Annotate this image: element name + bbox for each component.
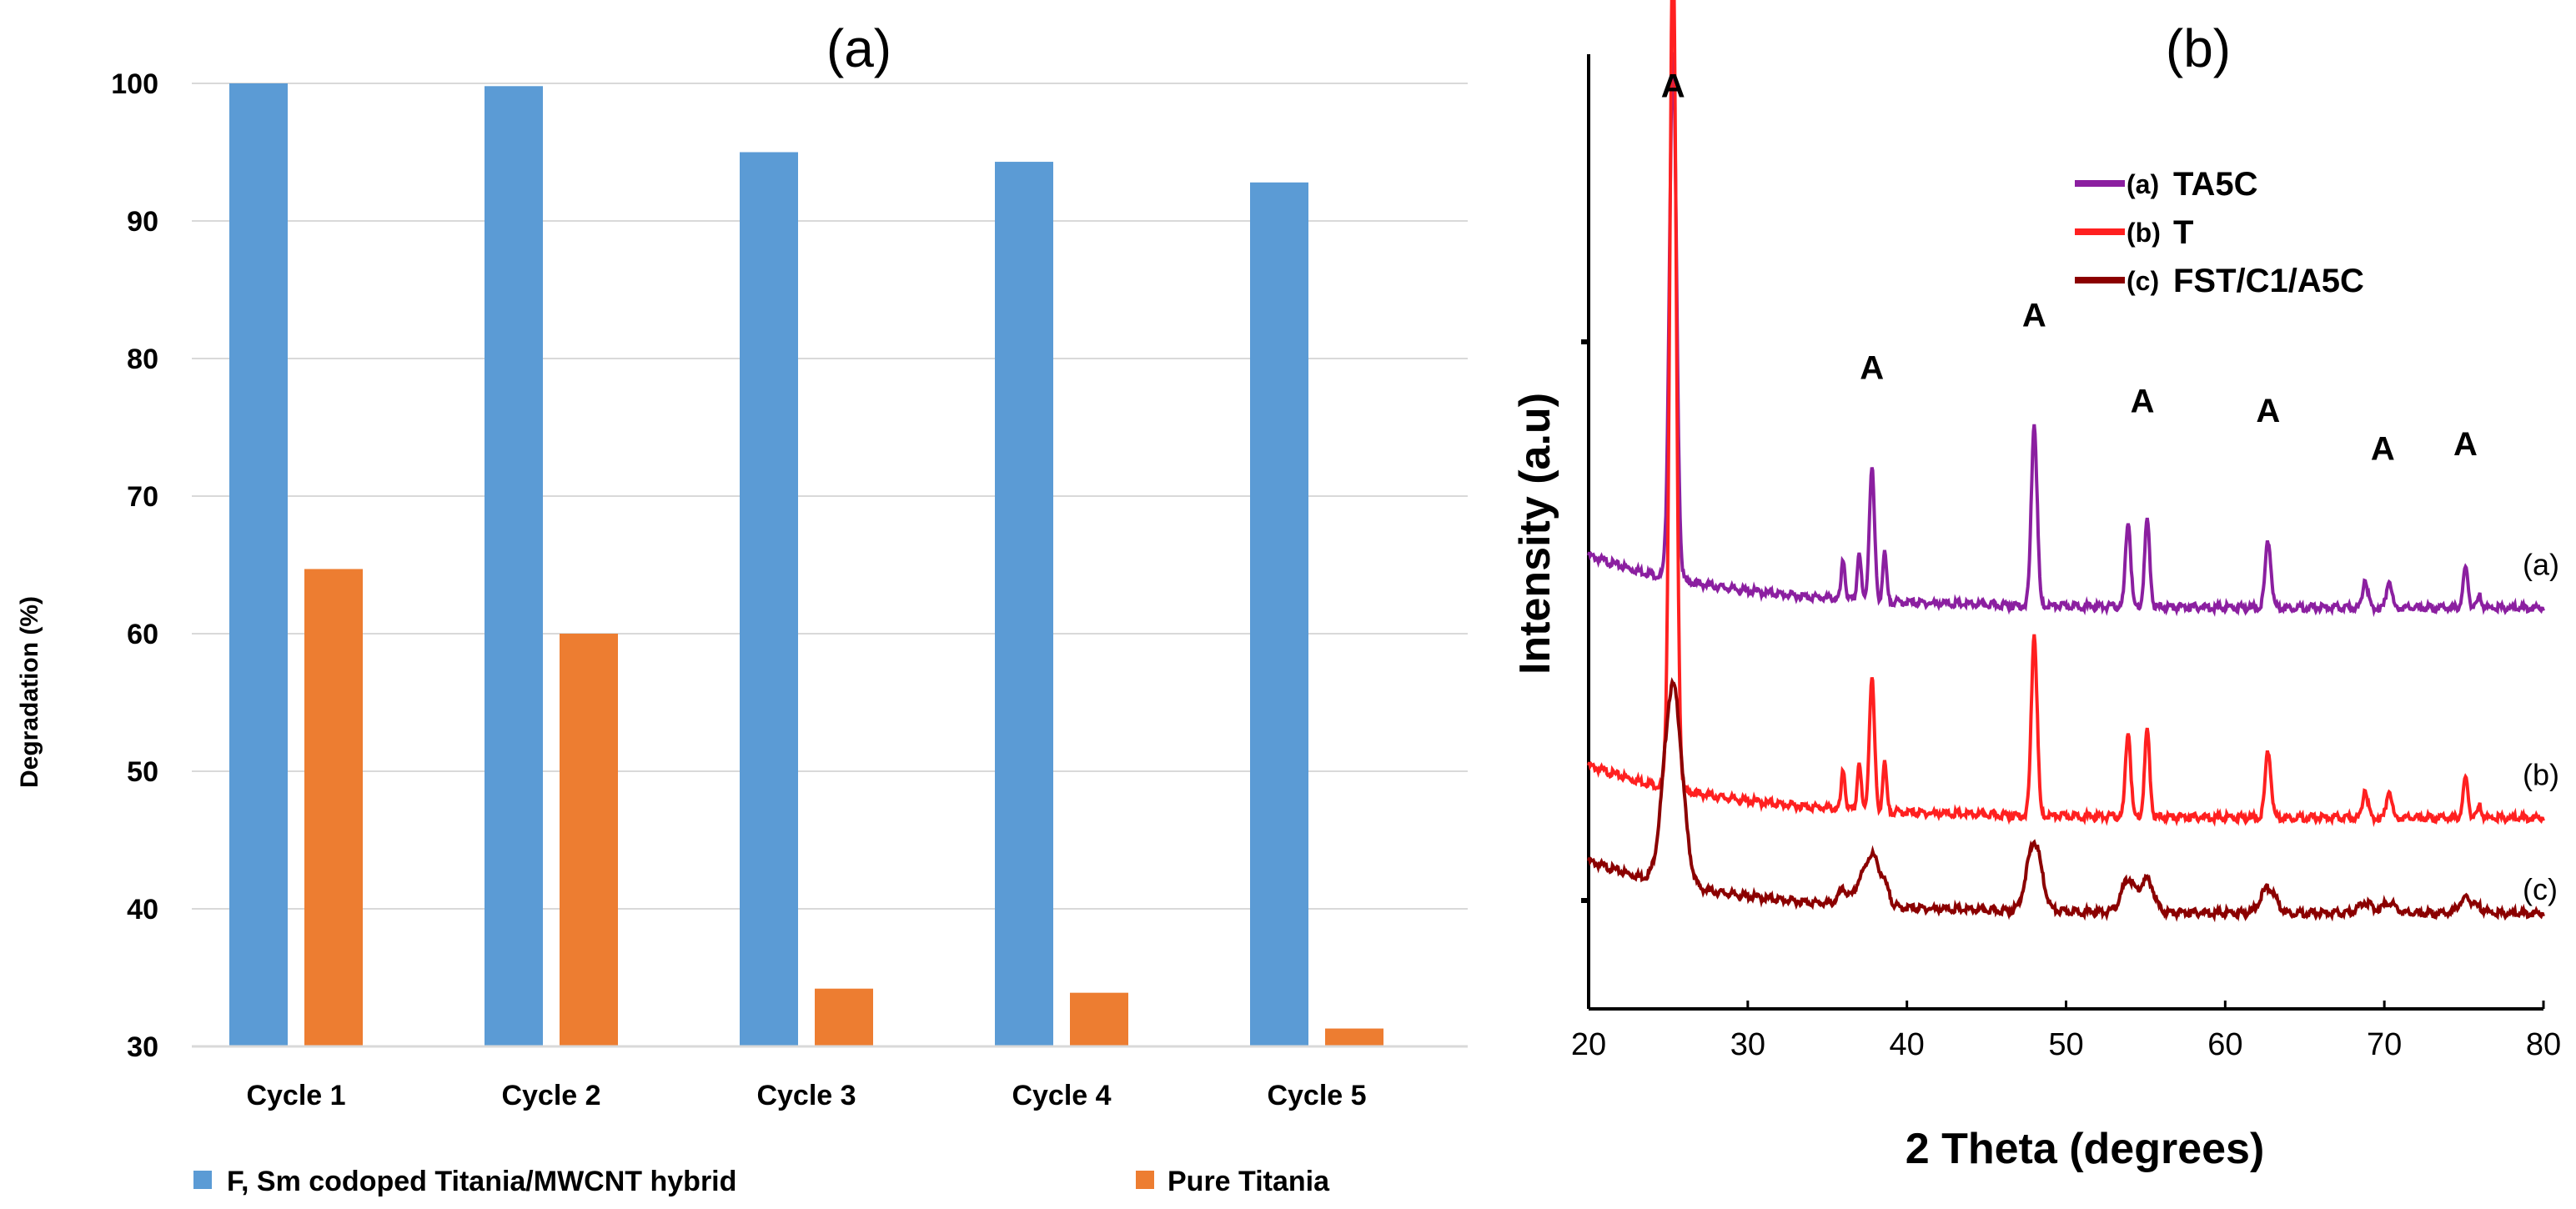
panel-a-y-tick-label: 30 [127, 1031, 158, 1063]
panel-a-y-tick-label: 80 [127, 344, 158, 375]
bar-hybrid-cycle-3 [740, 152, 798, 1046]
panel-b-x-tick-label: 70 [2367, 1027, 2402, 1062]
panel-a-category-label: Cycle 1 [246, 1080, 345, 1111]
panel-a-bars [229, 83, 1383, 1046]
panel-b-x-axis-label: 2 Theta (degrees) [1906, 1125, 2265, 1173]
panel-b-x-tick-label: 60 [2207, 1027, 2242, 1062]
xrd-line-t [1587, 0, 2545, 827]
panel-b-x-ticks: 20 30 40 50 60 70 80 [1571, 1001, 2561, 1062]
xrd-line-fst-c1-a5c [1587, 677, 2545, 923]
legend-tag: (c) [2127, 266, 2159, 296]
panel-b-peak-labels: A A A A A A A [1661, 68, 2478, 468]
panel-a-category-labels: Cycle 1 Cycle 2 Cycle 3 Cycle 4 Cycle 5 [246, 1080, 1366, 1111]
panel-a-gridlines [192, 83, 1468, 910]
bar-hybrid-cycle-5 [1250, 182, 1308, 1046]
legend-tag: (a) [2127, 169, 2159, 199]
legend-name: FST/C1/A5C [2173, 263, 2364, 299]
series-end-label: (a) [2523, 548, 2559, 582]
bar-pure-titania-cycle-3 [815, 988, 873, 1046]
peak-label-anatase: A [2256, 393, 2280, 429]
panel-b-title: (b) [2166, 18, 2231, 78]
bar-pure-titania-cycle-1 [304, 569, 363, 1046]
legend-swatch-pure-titania [1136, 1171, 1154, 1189]
peak-label-anatase: A [2022, 297, 2046, 334]
panel-a-category-label: Cycle 3 [756, 1080, 856, 1111]
peak-label-anatase: A [2371, 431, 2395, 468]
legend-tag: (b) [2127, 218, 2161, 248]
xrd-line-ta5c [1587, 52, 2545, 618]
panel-b-x-tick-label: 30 [1730, 1027, 1765, 1062]
peak-label-anatase: A [1661, 68, 1685, 105]
panel-a-legend: F, Sm codoped Titania/MWCNT hybrid Pure … [193, 1166, 1330, 1197]
panel-b-x-tick-label: 80 [2526, 1027, 2561, 1062]
legend-label-pure-titania: Pure Titania [1167, 1166, 1330, 1197]
legend-name: T [2173, 214, 2193, 251]
panel-a-y-tick-label: 40 [127, 894, 158, 926]
panel-a-category-label: Cycle 4 [1012, 1080, 1111, 1111]
series-end-label: (b) [2523, 757, 2559, 791]
panel-b-series-lines [1587, 0, 2545, 923]
legend-label-hybrid: F, Sm codoped Titania/MWCNT hybrid [227, 1166, 736, 1197]
bar-hybrid-cycle-4 [995, 162, 1053, 1046]
bar-pure-titania-cycle-4 [1070, 992, 1128, 1046]
peak-label-anatase: A [2131, 383, 2155, 419]
legend-swatch-hybrid [193, 1171, 212, 1189]
bar-hybrid-cycle-1 [229, 83, 288, 1046]
bar-pure-titania-cycle-2 [560, 634, 618, 1046]
panel-b-x-tick-label: 40 [1890, 1027, 1925, 1062]
panel-a-y-tick-label: 70 [127, 481, 158, 513]
panel-b-x-tick-label: 50 [2048, 1027, 2083, 1062]
legend-name: TA5C [2173, 166, 2257, 203]
panel-a-category-label: Cycle 2 [501, 1080, 600, 1111]
panel-a-title: (a) [826, 18, 891, 78]
bar-hybrid-cycle-2 [485, 86, 543, 1046]
panel-a-y-axis-label: Degradation (%) [16, 596, 43, 788]
panel-a-y-tick-label: 50 [127, 756, 158, 788]
panel-a-y-tick-label: 60 [127, 619, 158, 650]
panel-a-y-ticks: 30 40 50 60 70 80 90 100 [111, 68, 158, 1063]
peak-label-anatase: A [2453, 426, 2478, 463]
panel-a-y-tick-label: 100 [111, 68, 158, 100]
panel-b-xrd-chart: (b) 20 30 40 50 60 70 80 Intensity (a.u) 2 The… [1511, 0, 2561, 1173]
panel-a-bar-chart: (a) 30 40 50 60 70 80 90 100 Degradation (%) Cy… [16, 18, 1468, 1197]
panel-b-x-tick-label: 20 [1571, 1027, 1606, 1062]
peak-label-anatase: A [1860, 349, 1884, 386]
panel-a-category-label: Cycle 5 [1267, 1080, 1366, 1111]
panel-b-series-end-labels: (a) (b) (c) [2523, 548, 2559, 906]
panel-b-legend: (a) TA5C (b) T (c) FST/C1/A5C [2075, 166, 2364, 299]
panel-a-y-tick-label: 90 [127, 206, 158, 238]
bar-pure-titania-cycle-5 [1325, 1028, 1383, 1046]
series-end-label: (c) [2523, 872, 2558, 906]
panel-b-y-axis-label: Intensity (a.u) [1511, 393, 1559, 675]
